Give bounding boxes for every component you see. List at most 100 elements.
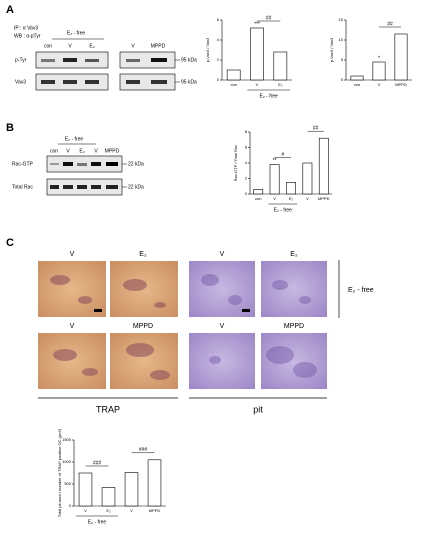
bar <box>250 27 264 81</box>
bar <box>372 61 386 81</box>
bar <box>147 459 162 507</box>
x-tick-label: MPPD <box>318 196 330 201</box>
y-tick-label: 2 <box>217 57 220 62</box>
lane-label: E₂ <box>89 43 94 49</box>
row-label: p-Tyr <box>15 57 27 63</box>
group-label: E₂ - free <box>274 207 293 213</box>
x-tick-label: V <box>256 82 259 87</box>
panel-label: C <box>6 237 14 249</box>
marker-label: 22 kDa <box>128 161 144 167</box>
lane-label: MPPD <box>151 43 166 49</box>
blot <box>46 155 127 196</box>
image-label: MPPD <box>133 323 153 330</box>
row-label: Total Rac <box>12 184 33 190</box>
annotation: ## <box>387 21 393 27</box>
y-tick-label: 0 <box>245 191 248 196</box>
y-tick-label: 6 <box>217 17 220 22</box>
x-tick-label: MPPD <box>395 82 407 87</box>
bar <box>302 162 313 195</box>
lane-label: E₂ <box>79 148 84 154</box>
panel-label: B <box>6 122 14 134</box>
image-label: V <box>70 323 75 330</box>
group-label: pit <box>253 404 263 414</box>
x-tick-label: V <box>84 508 87 513</box>
image-label: MPPD <box>284 323 304 330</box>
ip-label: IP : α Vav3 <box>14 25 38 31</box>
micrographs <box>38 260 340 399</box>
marker-label: 95 kDa <box>181 79 197 85</box>
bar <box>253 189 264 195</box>
y-tick-label: 500 <box>64 481 71 486</box>
bar <box>101 487 116 507</box>
x-tick-label: E₂ <box>289 196 294 201</box>
lane-label: V <box>68 43 72 49</box>
y-tick-label: 5 <box>341 57 344 62</box>
x-tick-label: con <box>230 82 236 87</box>
y-axis-label: p-Vav3 / Vav3 <box>329 37 334 62</box>
annotation: *** <box>254 21 260 27</box>
annotation: ## <box>266 15 272 21</box>
annotation: # <box>281 152 284 158</box>
group-label: TRAP <box>96 404 120 414</box>
x-tick-label: V <box>130 508 133 513</box>
bar <box>226 69 241 81</box>
y-tick-label: 10 <box>339 37 344 42</box>
marker-label: 22 kDa <box>128 184 144 190</box>
group-label: E₂ - free <box>67 30 86 36</box>
group-label: E₂ - free <box>88 519 107 525</box>
annotation: * <box>378 55 380 61</box>
lane-label: con <box>44 43 52 49</box>
annotation: ** <box>273 158 277 164</box>
group-label: E₂ - free <box>259 93 278 99</box>
x-tick-label: V <box>306 196 309 201</box>
y-tick-label: 6 <box>245 145 248 150</box>
blot <box>35 51 180 91</box>
x-tick-label: MPPD <box>149 508 161 513</box>
annotation: ## <box>313 126 319 132</box>
x-tick-label: V <box>378 82 381 87</box>
y-tick-label: 2 <box>245 176 248 181</box>
x-tick-label: con <box>255 196 261 201</box>
bar <box>124 472 139 507</box>
y-axis-label: Rac-GTP / Total Rac <box>233 145 238 182</box>
bar <box>78 472 93 507</box>
wb-label: WB : α-pTyr <box>14 33 41 39</box>
y-tick-label: 0 <box>341 77 344 82</box>
bar <box>269 164 280 195</box>
annotation: ### <box>139 447 148 453</box>
y-tick-label: 4 <box>217 37 220 42</box>
lane-label: V <box>131 43 135 49</box>
bar <box>286 182 296 195</box>
y-axis-label: p-Vav3 / Vav3 <box>205 37 210 62</box>
image-label: V <box>220 323 225 330</box>
image-label: E₂ <box>290 251 298 258</box>
image-label: E₂ <box>139 251 147 258</box>
y-tick-label: 1500 <box>62 437 72 442</box>
group-label: E₂ - free <box>65 136 84 142</box>
bar <box>394 33 408 81</box>
y-tick-label: 15 <box>339 17 344 22</box>
side-label: E₂ - free <box>348 287 374 294</box>
y-tick-label: 0 <box>69 503 72 508</box>
y-tick-label: 1000 <box>62 459 72 464</box>
panel-label: A <box>6 4 14 16</box>
bar <box>318 137 329 195</box>
row-label: Rac-GTP <box>12 161 34 167</box>
x-tick-label: V <box>273 196 276 201</box>
y-tick-label: 0 <box>217 77 220 82</box>
y-tick-label: 4 <box>245 160 248 165</box>
x-tick-label: E₂ <box>106 508 111 513</box>
image-label: V <box>220 251 225 258</box>
lane-label: V <box>94 148 98 154</box>
lane-label: con <box>50 148 58 154</box>
lane-label: V <box>66 148 70 154</box>
x-tick-label: con <box>354 82 360 87</box>
image-label: V <box>70 251 75 258</box>
bar <box>350 75 364 81</box>
lane-label: MPPD <box>105 148 120 154</box>
x-tick-label: E₂ <box>278 82 283 87</box>
bar <box>273 51 288 81</box>
row-label: Vav3 <box>15 79 26 85</box>
annotation: ### <box>93 460 102 466</box>
